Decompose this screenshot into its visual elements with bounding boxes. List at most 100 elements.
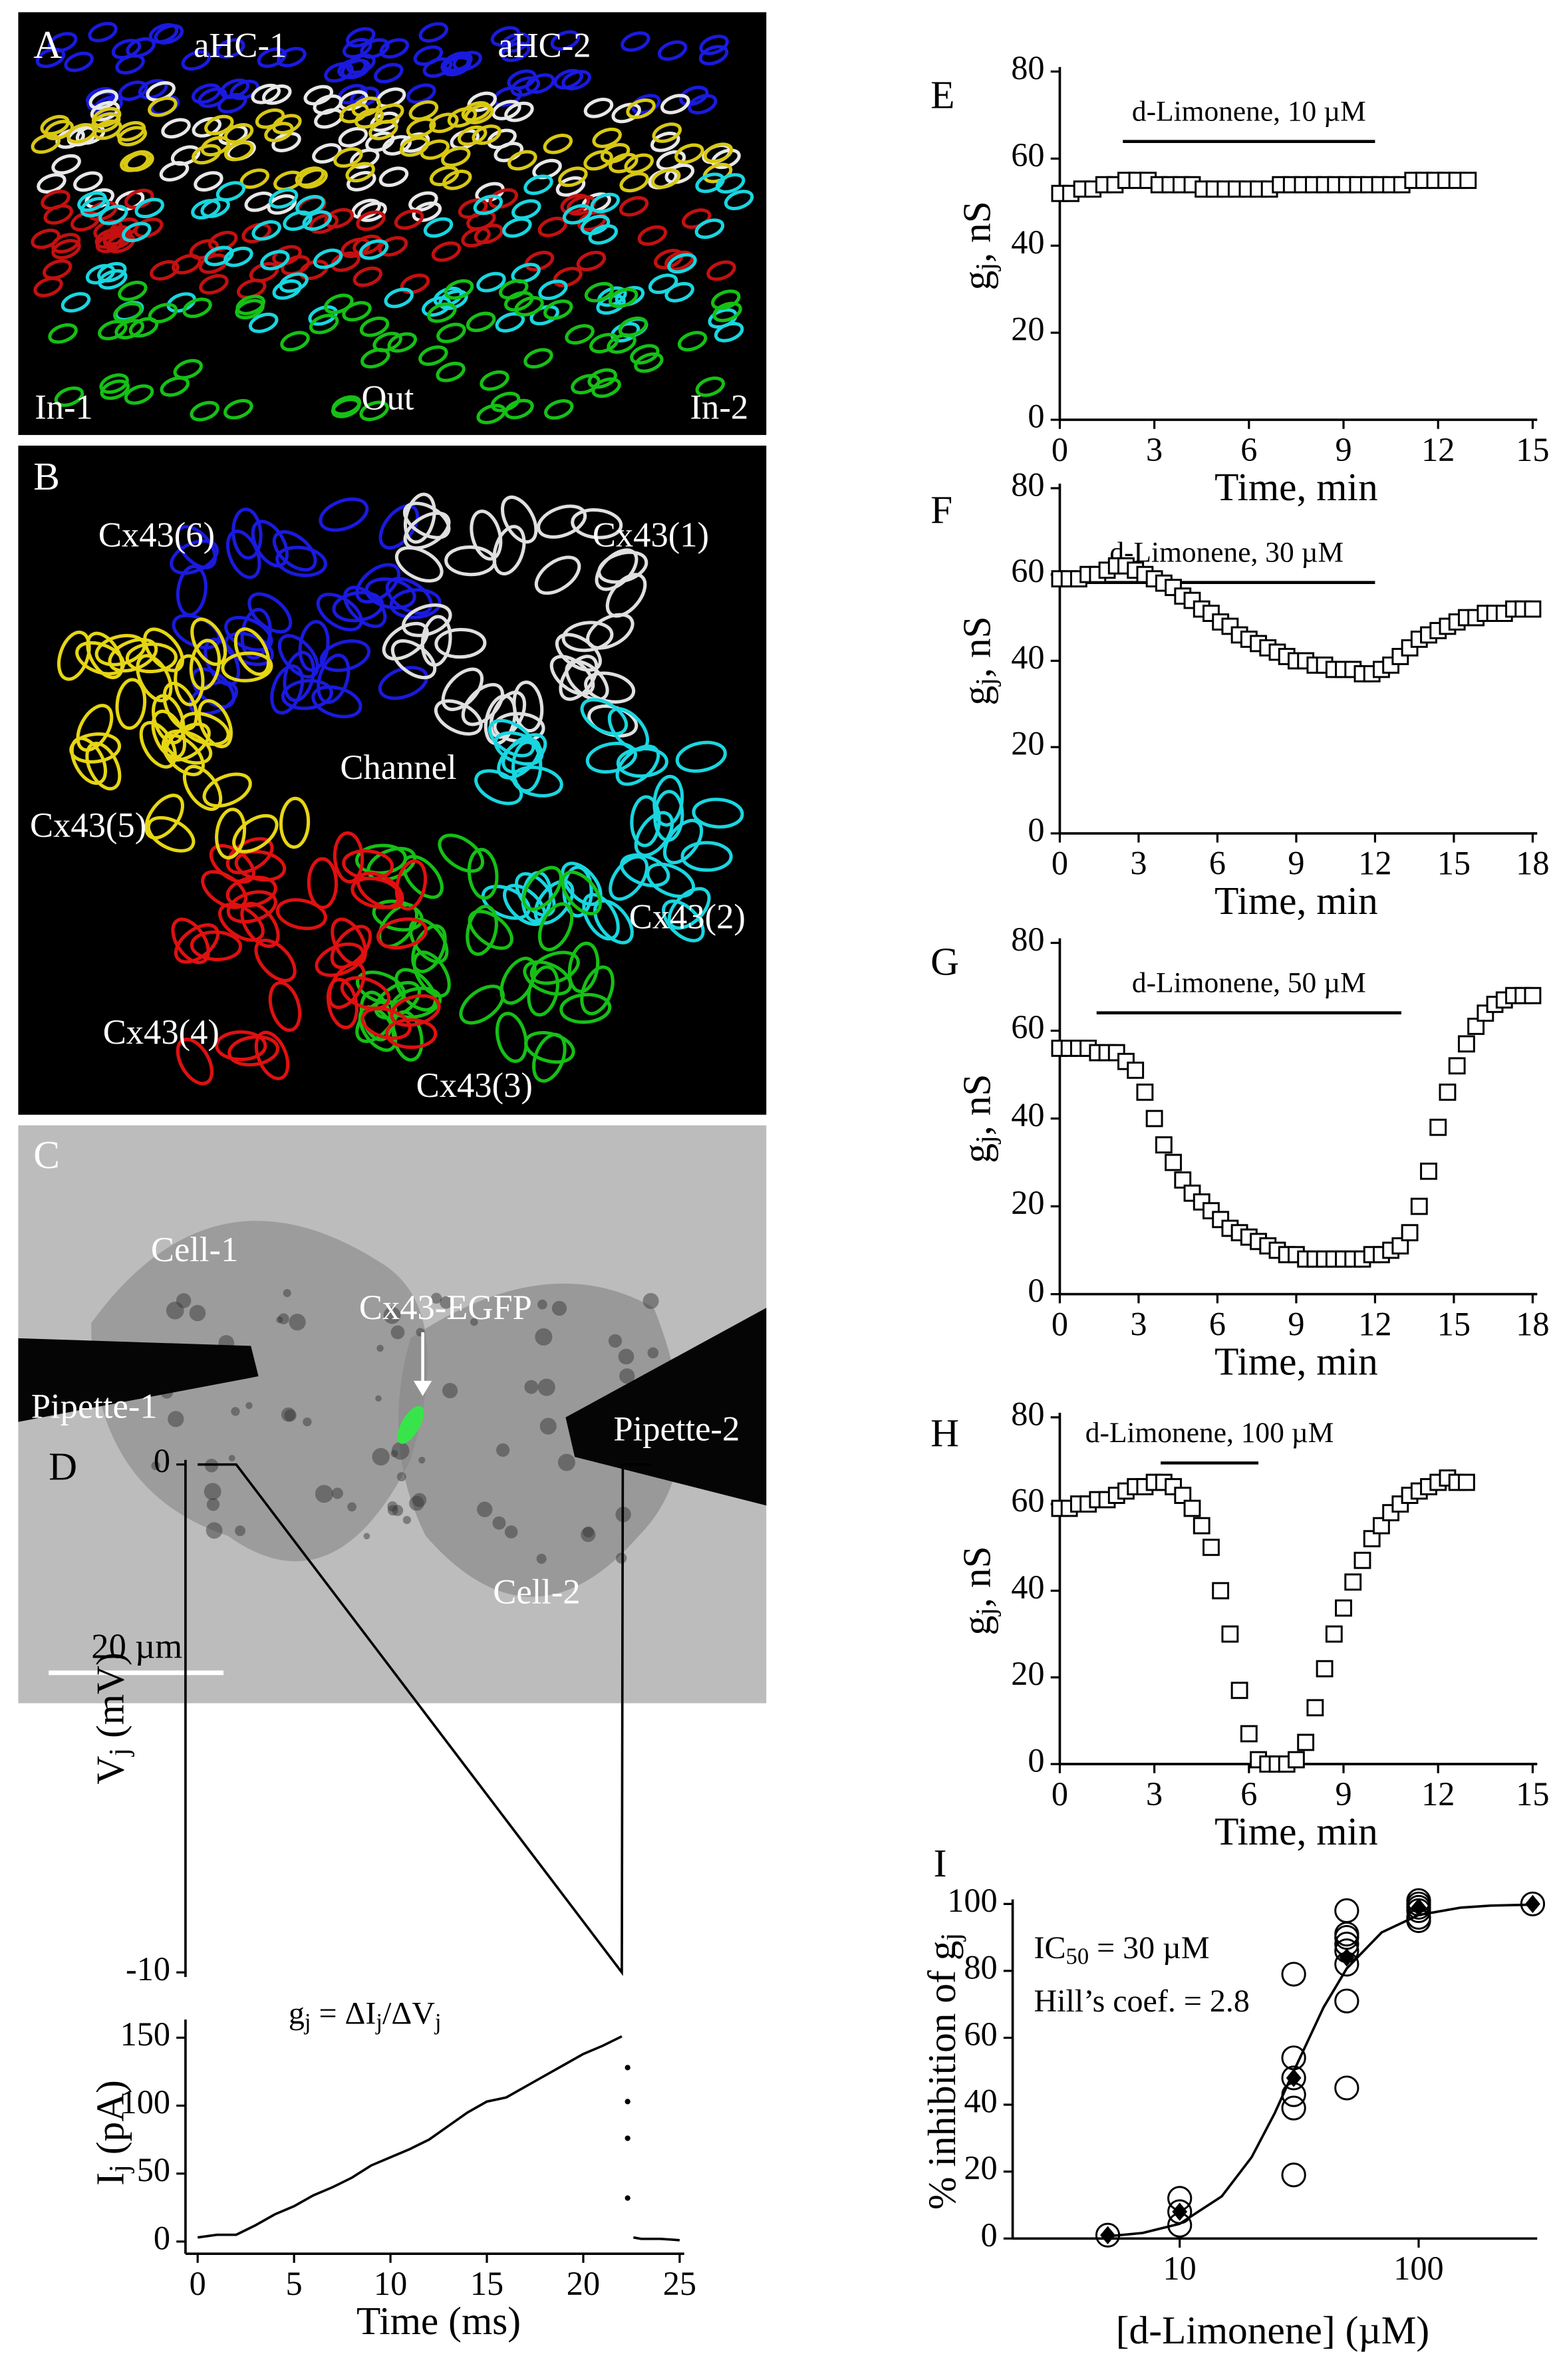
helix (476, 404, 506, 424)
helix (618, 316, 648, 337)
helix (490, 26, 521, 47)
helix (354, 843, 408, 875)
helix (115, 678, 147, 730)
label-part: = 30 µM (1089, 1930, 1209, 1966)
granule (537, 1299, 547, 1310)
helix (151, 709, 187, 760)
y-tick-label: 60 (1011, 552, 1044, 589)
helix (324, 293, 354, 315)
label: gj, nS (954, 201, 1002, 290)
label-part: g (954, 1616, 998, 1636)
granule (278, 1313, 289, 1324)
helix (675, 740, 727, 773)
helix (307, 857, 339, 909)
marker (1193, 1517, 1210, 1535)
marker (1363, 1530, 1381, 1548)
helix (616, 746, 668, 778)
helix (35, 47, 66, 69)
x-tick-label: 10 (1163, 2250, 1197, 2287)
x-tick-label: 10 (374, 2265, 407, 2302)
helix (650, 168, 681, 189)
granule (206, 1498, 220, 1511)
helix (261, 84, 292, 105)
helix (331, 398, 361, 418)
helix (134, 198, 164, 219)
x-tick-label: 15 (470, 2265, 503, 2302)
granule (331, 1487, 343, 1499)
helix (341, 59, 370, 80)
helix (580, 965, 615, 1016)
marker (1136, 1084, 1154, 1101)
helix (215, 181, 246, 202)
helix (378, 166, 409, 188)
label-part: g (954, 271, 998, 291)
helix (273, 170, 303, 192)
marker (1524, 986, 1542, 1004)
helix (279, 796, 311, 849)
granule (283, 1288, 291, 1298)
marker (1288, 1751, 1305, 1769)
helix (333, 147, 363, 168)
helix (117, 126, 148, 147)
helix (495, 1012, 528, 1063)
helix (357, 202, 387, 222)
marker (1429, 1118, 1447, 1136)
granule (376, 1344, 384, 1352)
label-part: j (970, 1608, 1002, 1617)
panel-letter: I (934, 1841, 947, 1885)
helix (434, 699, 483, 736)
marker (1457, 1473, 1475, 1491)
granule (418, 1457, 426, 1464)
x-tick-label: 5 (286, 2265, 303, 2302)
y-tick-label: 80 (964, 1948, 997, 1986)
helix (88, 89, 118, 110)
helix (359, 400, 389, 422)
marker (1448, 1057, 1466, 1075)
x-tick-label: 100 (1393, 2250, 1443, 2287)
y-tick-label: 50 (137, 2151, 170, 2188)
label-part: , nS (954, 616, 998, 677)
helix (427, 302, 457, 323)
image-panel: C Cell-1 Cx43-EGFP Pipette-1 Pipette-2 Cell-2… (18, 1125, 767, 1704)
marker (1100, 2226, 1115, 2244)
helix (311, 685, 362, 718)
helix (161, 118, 191, 139)
marker (1183, 1499, 1201, 1517)
helix (201, 870, 247, 909)
image-label: aHC-2 (497, 26, 591, 65)
label: Vj (mV) (88, 1652, 135, 1784)
helix (648, 273, 678, 295)
helix (315, 942, 365, 977)
helix (319, 497, 369, 532)
helix (275, 545, 327, 577)
helix (656, 150, 686, 171)
helix (442, 56, 472, 76)
y-tick-label: 100 (120, 2083, 170, 2121)
helix (637, 225, 668, 246)
x-axis-title: Time, min (1214, 465, 1377, 509)
panel-letter: D (49, 1444, 77, 1488)
treatment-label: d-Limonene, 30 µM (1109, 537, 1344, 569)
helix (549, 655, 595, 696)
granule (430, 1292, 442, 1304)
helix (51, 239, 81, 259)
helix (466, 905, 498, 956)
helix (699, 35, 729, 55)
helix (523, 348, 553, 369)
marker (1221, 1625, 1239, 1643)
helix (128, 317, 159, 338)
y-tick-label: 80 (1011, 921, 1044, 958)
helix (226, 890, 277, 924)
y-tick-label: 60 (1011, 1008, 1044, 1046)
image-label: aHC-1 (194, 26, 287, 65)
label-part: , nS (954, 1074, 998, 1135)
helix (384, 287, 414, 309)
helix (652, 122, 682, 143)
helix (268, 980, 302, 1032)
x-axis-title: Time, min (1214, 1809, 1377, 1853)
helix (64, 51, 94, 73)
y-tick-label: 0 (981, 2216, 998, 2254)
helix (333, 831, 364, 883)
helix (550, 30, 581, 51)
image-label: Cell-2 (493, 1572, 580, 1611)
